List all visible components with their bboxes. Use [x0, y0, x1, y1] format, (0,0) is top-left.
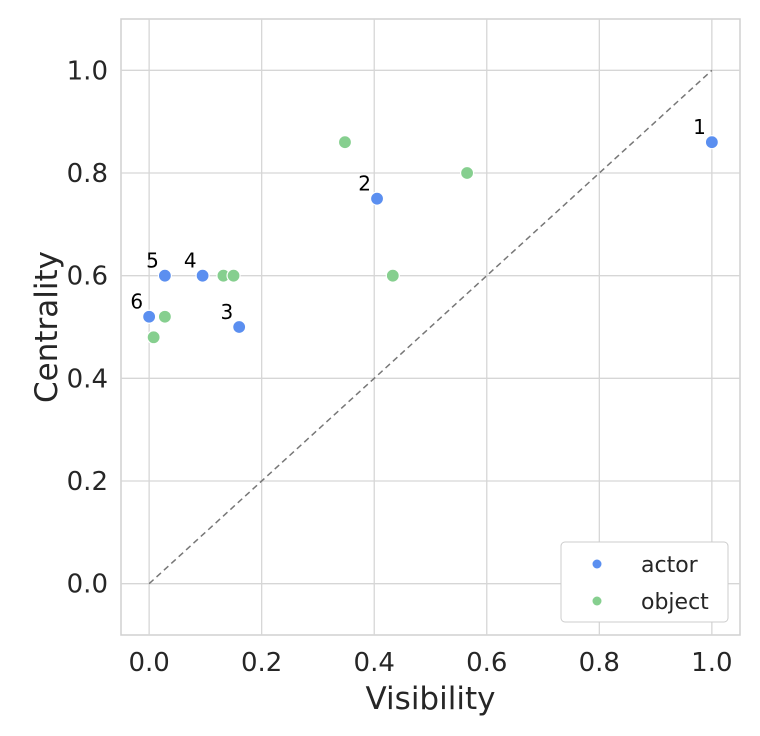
x-tick-labels: 0.0 0.2 0.4 0.6 0.8 1.0: [128, 648, 732, 678]
x-tick-label: 0.8: [579, 648, 620, 678]
legend-marker-actor: [592, 559, 602, 569]
x-tick-label: 0.0: [128, 648, 169, 678]
actor-point: [142, 309, 157, 324]
legend-marker-object: [592, 596, 602, 606]
object-point: [226, 268, 241, 283]
point-label: 4: [184, 249, 197, 273]
y-tick-label: 0.8: [67, 159, 108, 189]
y-tick-label: 0.0: [67, 570, 108, 600]
point-label: 1: [693, 115, 706, 139]
object-point: [337, 135, 353, 150]
x-tick-label: 0.2: [241, 648, 282, 678]
point-labels: 1 2 3 4 56: [130, 115, 705, 324]
legend-label-object: object: [641, 590, 709, 615]
x-axis-title: Visibility: [366, 681, 496, 717]
legend: actor object: [560, 541, 729, 623]
y-tick-label: 0.2: [67, 467, 108, 497]
object-point: [146, 330, 161, 345]
legend-label-actor: actor: [641, 553, 699, 578]
object-point: [385, 268, 400, 283]
legend-box: [560, 541, 729, 623]
object-point: [459, 165, 475, 181]
x-tick-label: 0.6: [466, 648, 507, 678]
actor-point: [232, 319, 247, 335]
y-axis-title: Centrality: [29, 251, 65, 403]
y-tick-label: 0.4: [67, 364, 108, 394]
actor-point: [195, 268, 210, 283]
y-tick-label: 1.0: [67, 56, 108, 86]
x-tick-label: 1.0: [691, 648, 732, 678]
y-tick-labels: 0.0 0.2 0.4 0.6 0.8 1.0: [67, 56, 108, 599]
point-label: 3: [220, 300, 233, 324]
x-tick-label: 0.4: [354, 648, 395, 678]
object-point: [157, 309, 172, 324]
data-points: [142, 135, 719, 345]
reference-diagonal-line: [148, 69, 713, 585]
y-tick-label: 0.6: [67, 262, 108, 292]
actor-point: [157, 268, 172, 283]
actor-point: [369, 191, 385, 206]
point-label: 5: [146, 249, 159, 273]
point-label: 6: [130, 290, 143, 314]
point-label: 2: [358, 172, 371, 196]
actor-point: [704, 135, 719, 150]
